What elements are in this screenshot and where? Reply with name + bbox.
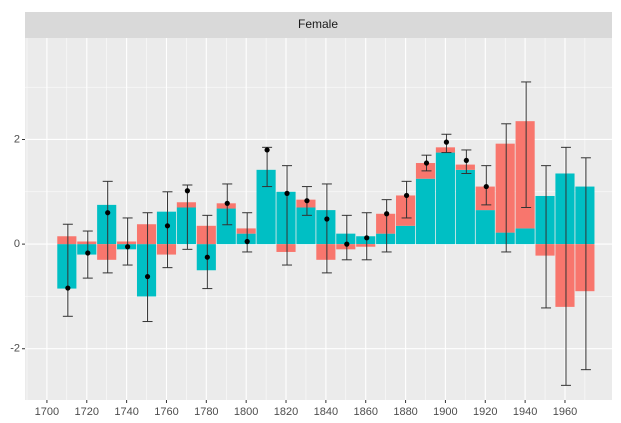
bar bbox=[396, 225, 416, 245]
x-tick-label: 1740 bbox=[114, 406, 138, 418]
x-tick-label: 1820 bbox=[274, 406, 298, 418]
facet-strip bbox=[25, 12, 612, 38]
point bbox=[364, 235, 370, 241]
bar bbox=[555, 244, 575, 307]
bar bbox=[376, 233, 396, 245]
bar bbox=[455, 164, 475, 170]
point bbox=[264, 147, 270, 153]
bar bbox=[535, 195, 555, 245]
bar bbox=[475, 210, 495, 245]
bar bbox=[316, 244, 336, 260]
point bbox=[423, 160, 430, 166]
bar bbox=[435, 152, 455, 245]
bar bbox=[336, 244, 356, 250]
bar bbox=[136, 224, 157, 245]
facet-label: Female bbox=[298, 17, 338, 31]
bar bbox=[415, 178, 436, 245]
y-tick-label: 0 bbox=[14, 238, 20, 250]
bar bbox=[136, 244, 157, 297]
bar bbox=[256, 169, 276, 245]
x-tick-label: 1760 bbox=[154, 406, 178, 418]
point bbox=[65, 285, 71, 291]
point bbox=[384, 211, 390, 217]
point bbox=[304, 198, 310, 204]
x-tick-label: 1840 bbox=[314, 406, 338, 418]
point bbox=[324, 216, 330, 222]
point bbox=[403, 192, 410, 199]
point bbox=[105, 210, 111, 216]
bar bbox=[475, 186, 495, 211]
bar bbox=[495, 232, 515, 245]
x-tick-label: 1780 bbox=[194, 406, 218, 418]
bar bbox=[316, 210, 336, 245]
bar bbox=[495, 143, 515, 233]
bar bbox=[176, 207, 196, 245]
x-tick-label: 1940 bbox=[513, 406, 537, 418]
point bbox=[224, 200, 230, 206]
bar bbox=[396, 195, 416, 226]
point bbox=[344, 241, 350, 247]
bar bbox=[296, 207, 316, 245]
point bbox=[144, 273, 151, 280]
point bbox=[125, 244, 131, 250]
bar bbox=[77, 241, 97, 245]
bar bbox=[196, 225, 216, 245]
bar bbox=[276, 244, 296, 252]
point bbox=[164, 223, 171, 229]
bar bbox=[97, 204, 117, 245]
bar bbox=[276, 191, 296, 245]
x-tick-label: 1800 bbox=[234, 406, 258, 418]
bar bbox=[435, 147, 455, 153]
bar bbox=[57, 244, 77, 289]
bar bbox=[57, 236, 77, 245]
bar bbox=[216, 203, 236, 209]
bar bbox=[376, 213, 396, 234]
point bbox=[443, 139, 450, 145]
bar bbox=[236, 233, 256, 245]
y-tick-label: -2 bbox=[10, 343, 20, 355]
bar bbox=[515, 121, 535, 229]
point bbox=[483, 183, 489, 190]
point bbox=[204, 254, 210, 260]
x-tick-label: 1920 bbox=[473, 406, 497, 418]
x-tick-label: 1860 bbox=[353, 406, 377, 418]
bar bbox=[156, 244, 177, 255]
point bbox=[284, 190, 290, 196]
bar bbox=[97, 244, 117, 260]
x-tick-label: 1960 bbox=[553, 406, 577, 418]
point bbox=[463, 157, 469, 164]
bar bbox=[336, 233, 356, 245]
x-tick-label: 1700 bbox=[35, 406, 59, 418]
x-tick-label: 1880 bbox=[393, 406, 417, 418]
bar bbox=[515, 228, 535, 245]
bar bbox=[176, 202, 196, 208]
bar bbox=[77, 244, 97, 255]
bar bbox=[117, 241, 137, 245]
point bbox=[184, 188, 190, 194]
point bbox=[85, 250, 91, 256]
y-tick-label: 2 bbox=[14, 133, 20, 145]
bar bbox=[555, 173, 575, 245]
x-tick-label: 1720 bbox=[75, 406, 99, 418]
point bbox=[244, 238, 250, 245]
bar bbox=[216, 208, 236, 245]
bar bbox=[236, 228, 256, 234]
bar bbox=[356, 244, 376, 247]
bar bbox=[575, 186, 595, 245]
bar bbox=[575, 244, 595, 292]
bar bbox=[535, 244, 555, 256]
x-tick-label: 1900 bbox=[433, 406, 457, 418]
bar bbox=[296, 199, 316, 208]
bar bbox=[455, 169, 475, 245]
